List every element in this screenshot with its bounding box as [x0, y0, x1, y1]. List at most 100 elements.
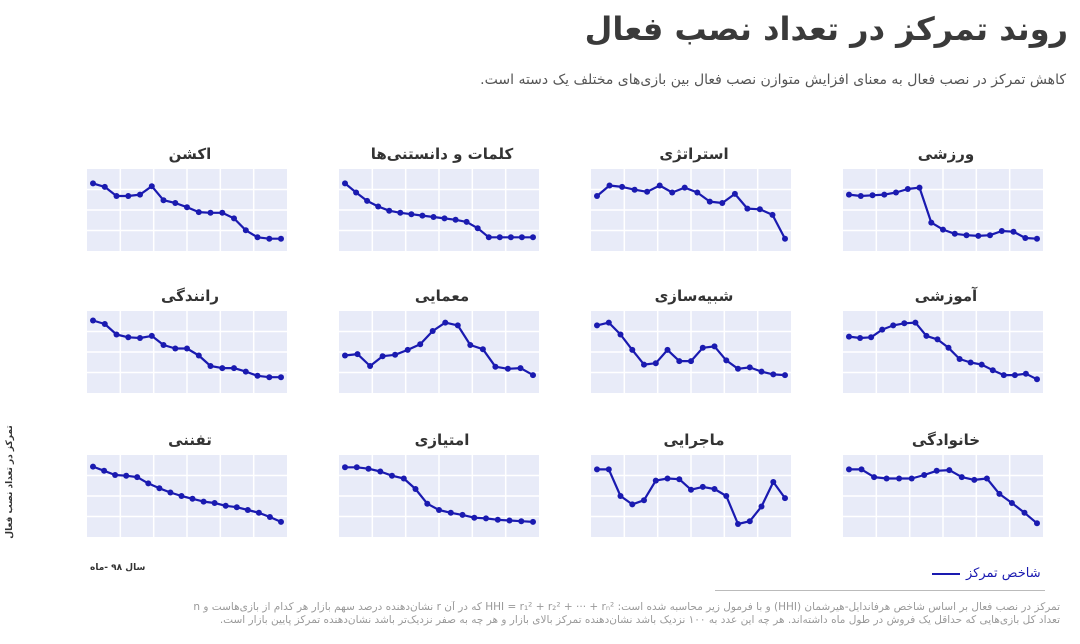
data-point [1034, 376, 1040, 383]
line-chart [591, 169, 791, 251]
data-point [857, 335, 864, 341]
line-chart [591, 455, 791, 537]
data-point [517, 365, 524, 372]
data-point [731, 190, 738, 197]
data-point [664, 346, 671, 353]
data-point [846, 466, 852, 473]
data-point [869, 192, 876, 199]
data-point [629, 501, 636, 508]
data-point [916, 184, 923, 191]
data-point [90, 463, 96, 470]
data-point [782, 495, 788, 502]
data-point [983, 475, 990, 482]
data-point [676, 358, 683, 365]
data-point [893, 189, 899, 196]
data-point [353, 189, 360, 196]
data-point [386, 207, 393, 214]
data-point [364, 197, 371, 204]
data-point [857, 193, 864, 199]
data-point [278, 518, 284, 525]
data-point [424, 500, 431, 507]
data-point [735, 521, 741, 527]
data-point [652, 477, 659, 484]
data-point [101, 183, 108, 190]
data-point [389, 472, 395, 479]
data-point [354, 351, 361, 358]
data-point [1022, 235, 1029, 241]
data-point [971, 476, 978, 483]
data-point [367, 363, 374, 369]
data-point [746, 364, 753, 371]
data-point [342, 464, 348, 471]
data-point [758, 503, 765, 510]
data-point [112, 472, 119, 478]
data-point [641, 361, 647, 368]
data-point [342, 180, 348, 187]
data-point [908, 475, 915, 482]
data-point [397, 209, 404, 216]
data-point [711, 343, 718, 350]
data-point [594, 466, 600, 473]
line-chart [843, 169, 1043, 251]
data-point [125, 334, 132, 341]
data-point [989, 367, 996, 374]
data-point [951, 230, 958, 237]
data-point [156, 485, 163, 492]
data-point [629, 346, 636, 353]
legend-line-icon [932, 572, 960, 575]
data-point [160, 342, 167, 348]
data-point [474, 225, 481, 232]
data-point [879, 326, 886, 333]
data-point [758, 368, 765, 375]
data-point [723, 493, 730, 499]
data-point [195, 352, 202, 359]
data-point [452, 216, 459, 223]
data-point [756, 206, 763, 213]
data-point [436, 507, 442, 513]
data-point [606, 182, 613, 189]
data-point [278, 235, 284, 242]
data-point [782, 372, 788, 379]
data-point [101, 467, 108, 474]
data-point [417, 341, 424, 348]
data-point [605, 319, 612, 326]
data-point [996, 490, 1003, 497]
data-point [868, 334, 875, 341]
data-point [641, 497, 647, 504]
data-point [189, 495, 196, 502]
chart-title: ماجرایی [663, 431, 725, 449]
data-point [145, 480, 152, 487]
data-point [978, 361, 985, 368]
data-point [881, 191, 888, 198]
data-point [956, 356, 963, 362]
legend: شاخص تمرکز [932, 566, 1041, 581]
data-point [255, 509, 262, 516]
data-point [912, 319, 919, 326]
data-point [530, 372, 536, 379]
line-chart [843, 311, 1043, 393]
data-point [479, 346, 486, 353]
data-point [699, 344, 706, 351]
footnote: تمرکز در نصب فعال بر اساس شاخص هرفاندایل… [20, 601, 1060, 627]
data-point [846, 191, 852, 198]
data-point [266, 374, 273, 381]
data-point [530, 234, 536, 241]
data-point [148, 332, 155, 339]
line-chart [87, 455, 287, 537]
x-axis-label: سال ۹۸ -ماه [90, 563, 146, 573]
data-point [770, 371, 777, 378]
line-chart [591, 311, 791, 393]
data-point [782, 235, 788, 242]
data-point [1010, 228, 1017, 235]
data-point [342, 352, 348, 359]
data-point [617, 493, 624, 499]
chart-title: اکشن [168, 145, 212, 163]
line-chart [843, 455, 1043, 537]
data-point [681, 184, 688, 191]
data-point [137, 335, 143, 341]
data-point [706, 198, 713, 205]
data-point [408, 211, 415, 218]
data-point [195, 209, 202, 216]
data-point [904, 186, 911, 192]
